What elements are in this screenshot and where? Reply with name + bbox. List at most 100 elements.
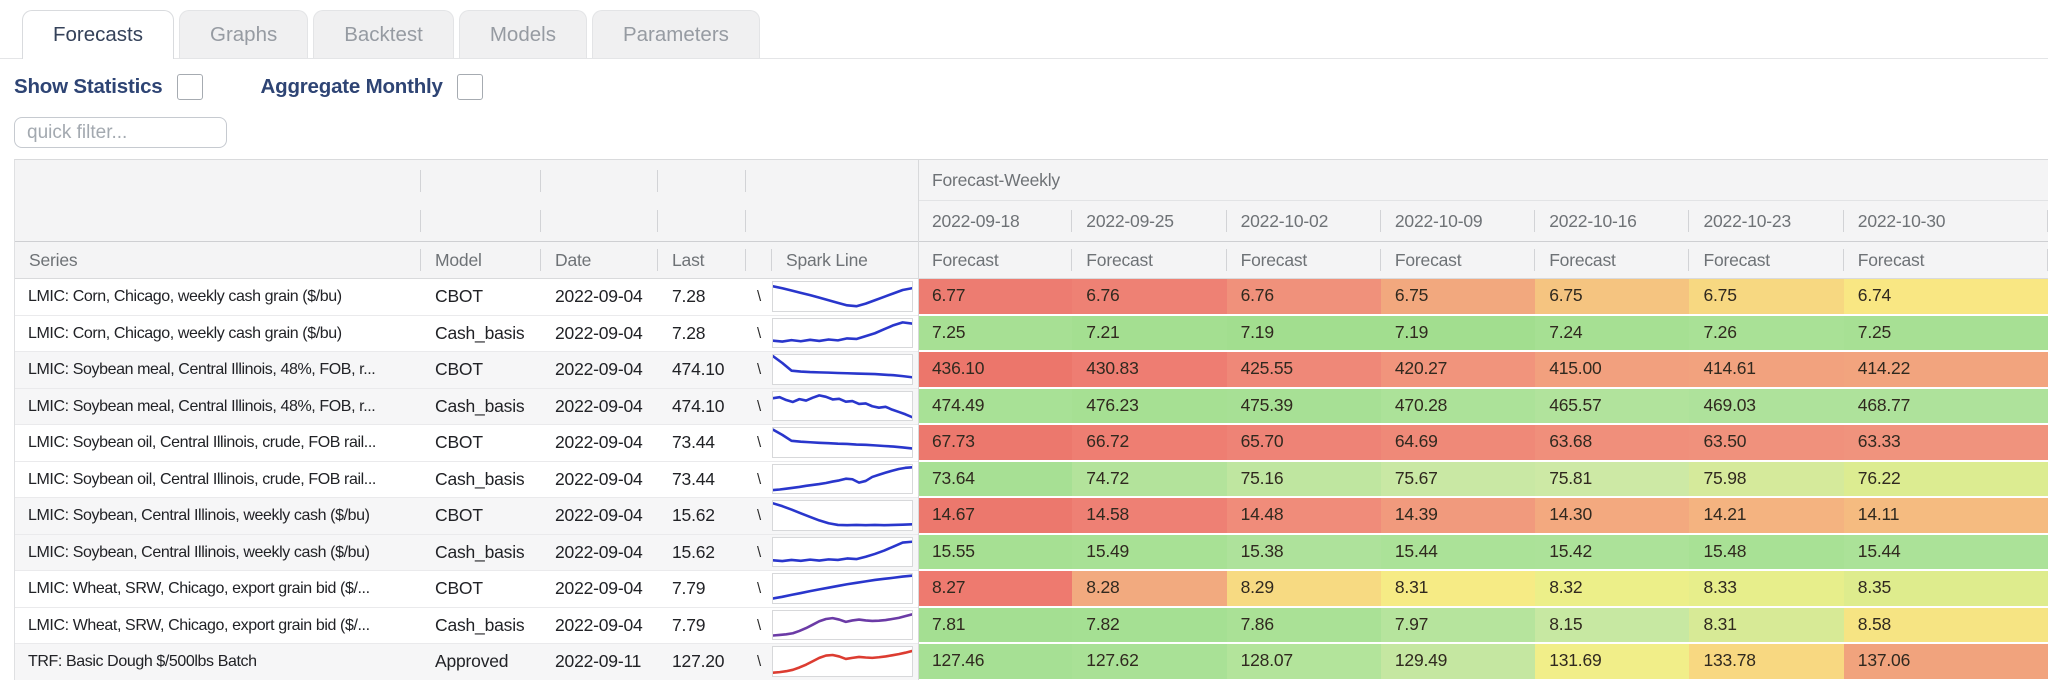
forecast-column-header[interactable]: Forecast — [1535, 242, 1690, 278]
forecast-value: 7.97 — [1394, 613, 1429, 634]
forecast-value-cell: 414.61 — [1689, 352, 1844, 389]
forecast-value: 14.58 — [1086, 504, 1130, 524]
forecast-column-header[interactable]: Forecast — [1227, 242, 1381, 278]
forecast-value: 6.75 — [1549, 285, 1583, 305]
forecast-value: 6.75 — [1394, 285, 1429, 305]
forecast-value-cell: 8.15 — [1535, 607, 1690, 644]
group-header-forecast-weekly: Forecast-Weekly — [918, 160, 2048, 201]
sparkline-cell — [772, 607, 918, 644]
column-header-date[interactable]: Date — [541, 242, 658, 278]
series-cell: LMIC: Soybean oil, Central Illinois, cru… — [15, 425, 421, 462]
forecast-value: 131.69 — [1549, 650, 1602, 670]
forecast-value: 8.27 — [932, 577, 966, 597]
forecast-value: 8.31 — [1394, 577, 1429, 597]
forecast-value-cell: 8.32 — [1535, 571, 1690, 608]
forecast-value-cell: 8.31 — [1380, 571, 1536, 608]
forecast-value: 127.46 — [932, 650, 985, 670]
forecast-value: 67.73 — [932, 431, 975, 451]
sparkline-cell — [772, 279, 918, 316]
table-row: TRF: Basic Dough $/500lbs Batch Approved… — [15, 644, 2048, 680]
date-label: 2022-10-02 — [1240, 211, 1329, 231]
forecast-cells: 14.67 14.58 14.48 14.39 14.30 14.21 14.1… — [918, 498, 2048, 535]
tab-forecasts[interactable]: Forecasts — [22, 10, 174, 59]
last-cell: 15.62 — [658, 498, 746, 535]
forecast-value-cell: 7.24 — [1535, 315, 1690, 352]
forecast-value: 75.98 — [1703, 467, 1747, 488]
last-cell: 73.44 — [658, 461, 746, 498]
forecast-value: 14.67 — [932, 504, 975, 524]
forecast-value-cell: 14.58 — [1072, 498, 1227, 535]
forecast-value-cell: 15.55 — [918, 534, 1073, 571]
sparkline-cell — [772, 315, 918, 352]
aggregate-monthly-checkbox[interactable] — [456, 74, 483, 100]
date-cell: 2022-09-04 — [541, 388, 658, 425]
quick-filter-input[interactable] — [14, 117, 227, 148]
column-header-last[interactable]: Last — [658, 242, 746, 278]
forecast-column-header[interactable]: Forecast — [918, 242, 1073, 278]
forecast-cells: 7.25 7.21 7.19 7.19 7.24 7.26 7.25 — [918, 315, 2048, 352]
tab-graphs[interactable]: Graphs — [179, 10, 309, 58]
forecast-cells: 73.64 74.72 75.16 75.67 75.81 75.98 76.2… — [918, 461, 2048, 498]
column-header-series[interactable]: Series — [15, 242, 421, 278]
last-cell: 7.79 — [658, 607, 746, 644]
forecast-column-header[interactable]: Forecast — [1844, 242, 2048, 278]
series-cell: LMIC: Wheat, SRW, Chicago, export grain … — [15, 571, 421, 608]
forecast-value-cell: 15.42 — [1535, 534, 1690, 571]
date-cell: 2022-09-04 — [541, 315, 658, 352]
sparkline-cell — [772, 352, 918, 389]
tab-label: Parameters — [622, 22, 729, 46]
forecast-value: 6.76 — [1086, 285, 1120, 305]
series-cell: LMIC: Soybean meal, Central Illinois, 48… — [15, 388, 421, 425]
date-column-header: 2022-09-25 — [1072, 201, 1227, 241]
forecast-value-cell: 65.70 — [1226, 425, 1381, 462]
forecast-value: 7.82 — [1086, 613, 1120, 634]
table-row: LMIC: Soybean meal, Central Illinois, 48… — [15, 388, 2048, 425]
forecast-value: 7.81 — [932, 613, 966, 634]
clipped-cell: \ — [746, 388, 772, 425]
forecast-value-cell: 8.29 — [1226, 571, 1381, 608]
forecast-column-header[interactable]: Forecast — [1689, 242, 1844, 278]
forecast-value-cell: 8.31 — [1689, 607, 1844, 644]
forecast-cells: 8.27 8.28 8.29 8.31 8.32 8.33 8.35 — [918, 571, 2048, 608]
forecast-grid: Forecast-Weekly 2022-09-18 2022-09-25 20… — [14, 159, 2048, 680]
sparkline-cell — [772, 644, 918, 680]
tab-parameters[interactable]: Parameters — [591, 10, 760, 58]
forecast-value-cell: 14.67 — [918, 498, 1073, 535]
forecast-column-header[interactable]: Forecast — [1072, 242, 1227, 278]
series-cell: LMIC: Corn, Chicago, weekly cash grain (… — [15, 315, 421, 352]
forecast-value: 8.58 — [1857, 613, 1892, 634]
forecast-value-cell: 63.50 — [1689, 425, 1844, 462]
forecast-value-cell: 63.33 — [1843, 425, 2048, 462]
sparkline-cell — [772, 498, 918, 535]
forecast-col-label: Forecast — [932, 250, 999, 270]
column-header-model[interactable]: Model — [421, 242, 541, 278]
table-row: LMIC: Wheat, SRW, Chicago, export grain … — [15, 607, 2048, 644]
sparkline-chart — [772, 427, 913, 458]
date-label: 2022-10-23 — [1703, 211, 1792, 231]
tab-backtest[interactable]: Backtest — [313, 10, 454, 58]
forecast-value-cell: 7.21 — [1072, 315, 1227, 352]
tab-models[interactable]: Models — [458, 10, 587, 58]
date-cell: 2022-09-04 — [541, 279, 658, 316]
show-statistics-checkbox[interactable] — [176, 74, 203, 100]
sparkline-cell — [772, 461, 918, 498]
forecast-value: 137.06 — [1857, 650, 1911, 670]
column-header-row: Series Model Date Last Spark Line Foreca… — [15, 241, 2048, 279]
forecast-value-cell: 74.72 — [1072, 461, 1227, 498]
clipped-cell: \ — [746, 425, 772, 462]
date-label: 2022-10-30 — [1857, 211, 1946, 231]
show-statistics-label: Show Statistics — [14, 75, 163, 98]
forecast-value: 7.19 — [1394, 321, 1429, 342]
forecast-column-header[interactable]: Forecast — [1381, 242, 1536, 278]
forecast-value: 474.49 — [932, 394, 985, 415]
model-cell: CBOT — [421, 352, 541, 389]
column-header-sparkline[interactable]: Spark Line — [786, 250, 868, 270]
forecast-value: 469.03 — [1703, 394, 1756, 415]
tab-label: Backtest — [344, 22, 423, 46]
date-column-header: 2022-10-23 — [1689, 201, 1844, 241]
forecast-cells: 7.81 7.82 7.86 7.97 8.15 8.31 8.58 — [918, 607, 2048, 644]
model-cell: Cash_basis — [421, 388, 541, 425]
show-statistics-control: Show Statistics — [14, 74, 203, 100]
forecast-value-cell: 8.28 — [1072, 571, 1227, 608]
table-row: LMIC: Soybean meal, Central Illinois, 48… — [15, 352, 2048, 389]
